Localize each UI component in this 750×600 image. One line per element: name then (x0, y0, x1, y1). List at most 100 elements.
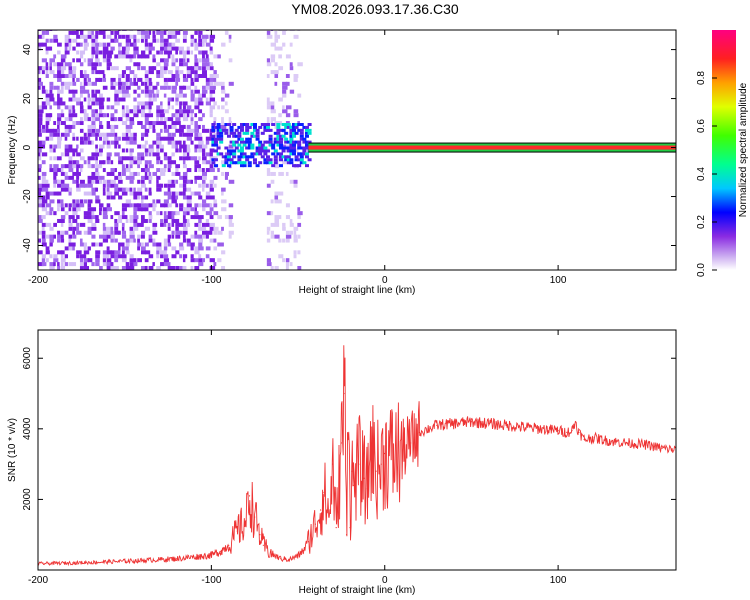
spectrogram-cell (72, 179, 77, 184)
spectrogram-cell (202, 187, 205, 192)
spectrogram-cell (41, 128, 46, 133)
spectrogram-cell (121, 187, 128, 192)
spectrogram-cell (160, 50, 164, 55)
spectrogram-cell (163, 199, 169, 204)
spectrogram-cell (217, 230, 223, 235)
spectrogram-cell (45, 38, 49, 43)
spectrogram-cell (205, 195, 210, 200)
spectrogram-cell (79, 54, 84, 59)
spectrogram-cell (167, 30, 172, 35)
spectrogram-cell (266, 171, 271, 176)
spectrogram-cell (209, 222, 215, 227)
spectrogram-cell (160, 254, 164, 259)
spectrogram-cell (57, 218, 62, 223)
spectrogram-cell (221, 121, 225, 126)
spectrogram-cell (148, 30, 152, 35)
spectrogram-cell (202, 230, 208, 235)
spectrogram-cell (83, 199, 88, 204)
spectrogram-cell (83, 211, 89, 216)
spectrogram-cell (121, 234, 127, 239)
spectrogram-cell (232, 152, 237, 156)
spectrogram-cell (163, 218, 168, 223)
spectrogram-cell (285, 266, 289, 270)
spectrogram-cell (205, 128, 210, 133)
spectrogram-cell (57, 124, 60, 129)
spectrogram-cell (118, 195, 123, 200)
spectrogram-cell (228, 230, 234, 235)
spectrogram-cell (250, 143, 255, 147)
spectrogram-cell (270, 266, 274, 270)
spectrogram-cell (140, 34, 146, 39)
spectrogram-cell (125, 93, 131, 98)
spectrogram-cell (137, 152, 141, 157)
colorbar-label: Normalized spectral amplitude (738, 82, 749, 217)
spectrogram-cell (198, 156, 201, 161)
spectrogram-cell (102, 207, 108, 212)
spectrogram-cell (57, 77, 62, 82)
spectrogram-cell (221, 97, 225, 102)
spectrogram-cell (110, 183, 115, 188)
spectrogram-cell (160, 38, 165, 43)
spectrogram-cell (276, 152, 281, 156)
spectrogram-cell (125, 81, 129, 86)
spectrogram-cell (60, 109, 64, 114)
spectrogram-cell (102, 54, 107, 59)
spectrogram-cell (163, 238, 168, 243)
spectrogram-cell (239, 125, 244, 129)
spectrogram-cell (179, 132, 183, 137)
spectrogram-cell (194, 179, 198, 184)
spectrogram-cell (106, 140, 110, 145)
spectrogram-cell (190, 258, 195, 263)
spectrogram-cell (221, 81, 225, 86)
spectrogram-cell (79, 179, 85, 184)
spectrogram-cell (234, 146, 239, 150)
spectrogram-cell (140, 230, 146, 235)
spectrogram-cell (38, 175, 41, 180)
spectrogram-cell (216, 137, 221, 141)
spectrogram-cell (211, 125, 216, 129)
spectrogram-cell (291, 123, 296, 126)
spectrogram-cell (60, 70, 65, 75)
spectrogram-cell (217, 215, 222, 220)
spectrogram-cell (289, 125, 294, 129)
spectrogram-cell (148, 109, 152, 114)
spectrogram-cell (281, 146, 286, 150)
spectrogram-cell (114, 93, 119, 98)
spectrogram-cell (41, 183, 47, 188)
spectrogram-cell (102, 211, 108, 216)
spectrogram-cell (137, 101, 142, 106)
spectrogram-cell (160, 218, 164, 223)
spectrogram-cell (307, 123, 312, 126)
spectrogram-cell (179, 109, 184, 114)
spectrogram-cell (68, 156, 73, 161)
spectrogram-cell (224, 171, 229, 176)
spectrogram-cell (57, 89, 63, 94)
spectrogram-cell (205, 62, 211, 67)
spectrogram-cell (278, 158, 283, 162)
spectrogram-cell (202, 222, 206, 227)
spectrogram-cell (79, 128, 84, 133)
spectrogram-cell (291, 125, 296, 129)
spectrogram-cell (242, 152, 247, 156)
spectrogram-cell (299, 137, 304, 141)
spectrogram-cell (175, 203, 179, 208)
spectrogram-cell (156, 246, 162, 251)
spectrogram-cell (221, 128, 226, 132)
spectrogram-cell (60, 218, 65, 223)
spectrogram-cell (160, 70, 164, 75)
spectrogram-cell (79, 50, 86, 55)
spectrogram-cell (133, 140, 137, 145)
spectrogram-cell (121, 81, 127, 86)
spectrogram-cell (232, 149, 237, 153)
spectrogram-cell (140, 66, 146, 71)
spectrogram-cell (53, 211, 57, 216)
spectrogram-cell (228, 222, 234, 227)
spectrogram-cell (270, 54, 276, 59)
spectrogram-cell (83, 215, 90, 220)
spectrogram-cell (114, 230, 120, 235)
spectrogram-cell (182, 124, 186, 129)
spectrogram-cell (114, 238, 118, 243)
spectrogram-cell (194, 30, 198, 35)
spectrogram-cell (148, 97, 152, 102)
spectrogram-cell (72, 66, 77, 71)
